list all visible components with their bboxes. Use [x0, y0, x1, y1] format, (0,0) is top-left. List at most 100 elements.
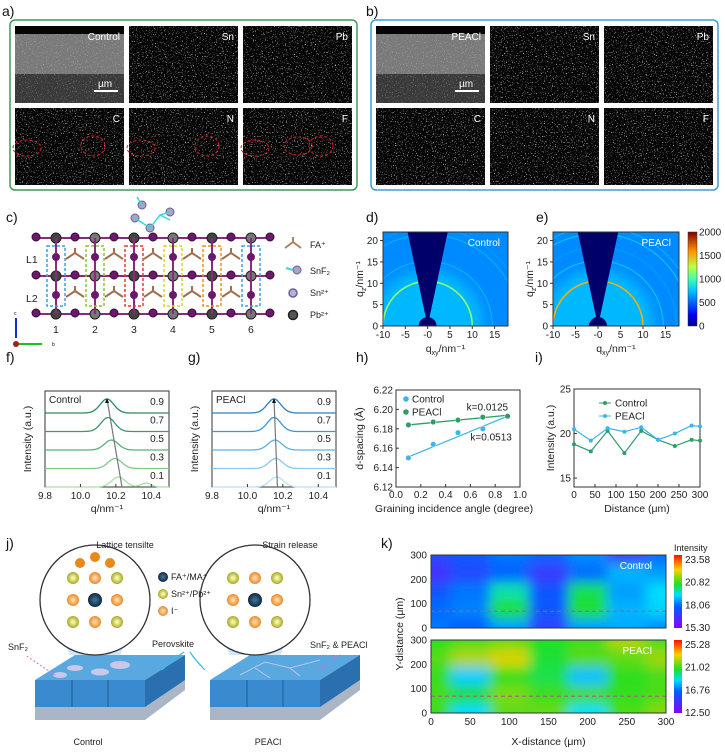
x-tick-label: -10 [376, 330, 391, 341]
x-axis-label: q/nm⁻¹ [91, 503, 124, 515]
legend-fa: FA⁺ [310, 240, 326, 250]
map-cell [489, 703, 529, 713]
snf2-molecule [75, 558, 85, 568]
map-cell [528, 555, 569, 565]
colorbar [674, 640, 682, 713]
angle-label: 0.5 [317, 434, 331, 445]
map-cell [607, 555, 647, 565]
x-tick-label: 9.8 [38, 491, 52, 502]
iodide-atom [226, 270, 236, 280]
arrow-icon [272, 398, 276, 403]
iodide-atom [109, 308, 119, 318]
lattice-ion [227, 616, 239, 628]
peak-curve-0.3 [212, 457, 336, 470]
x-axis-label: qxy/nm⁻¹ [426, 343, 466, 357]
map-cell [450, 649, 490, 668]
y-tick-label: 0 [542, 322, 548, 333]
map-cell [568, 703, 608, 713]
tile-label: N [227, 114, 234, 125]
map-cell [646, 600, 666, 619]
iodide-atom [265, 232, 275, 242]
lattice-ion [67, 616, 79, 628]
lattice-ion [271, 572, 283, 584]
map-cell [528, 667, 569, 686]
x-tick-label: -5 [401, 330, 410, 341]
layer-label-l2: L2 [26, 293, 38, 305]
data-point [605, 426, 610, 431]
d-spacing-chart: Control PEACl k=0.0125 k=0.0513 0.0 0.2 0.4 0.6… [353, 386, 533, 516]
snf2-aggregate [110, 661, 130, 669]
x-tick-label: 0 [571, 490, 577, 501]
panel-label-k: k) [381, 535, 393, 551]
x-tick-label: 50 [589, 490, 601, 501]
map-cell [607, 649, 647, 668]
column-box [85, 245, 105, 307]
snf2-aggregate [67, 665, 83, 671]
map-cell [431, 600, 451, 619]
x-tick-label: 0.0 [389, 490, 403, 501]
legend-label: FA⁺/MA⁺ [171, 572, 208, 582]
sample-label: PEACl [623, 646, 652, 657]
map-cell [607, 667, 647, 686]
x-tick-label: 10.0 [71, 491, 91, 502]
arrow-icon [105, 398, 109, 403]
map-cell [489, 618, 529, 628]
lattice-ion [271, 594, 283, 606]
panel-label-g: g) [188, 349, 200, 365]
colorbar-tick: 500 [699, 298, 716, 309]
map-cell [568, 667, 608, 686]
eds-tile-sn: Sn [129, 26, 238, 103]
lattice-ion [249, 616, 261, 628]
panel-a-frame [9, 19, 358, 191]
map-cell [489, 667, 529, 686]
iodide-atom [169, 291, 177, 299]
x-tick-label: -0 [594, 330, 603, 341]
giwaxs-peacl: PEACl -10 -5 -0 5 10 15 0 5 10 15 20 qxy/nm⁻¹ qz/nm⁻¹… [524, 228, 722, 358]
data-point [672, 431, 677, 436]
lattice-ion [271, 616, 283, 628]
y-axis-label: d-spacing (Å) [353, 407, 366, 469]
peak-curve-0.1 [212, 476, 336, 488]
map-cell [646, 685, 666, 704]
legend-sphere [158, 572, 168, 582]
axis-triad: c b [13, 311, 55, 348]
void-highlight [308, 135, 334, 157]
pl-mapping: Control 23.58 20.82 18.06 15.30 0 100 200 300 PEA… [394, 543, 710, 748]
panel-label-d: d) [366, 209, 378, 225]
lattice-ion [89, 572, 101, 584]
void-highlight [12, 139, 42, 157]
map-cell [607, 703, 647, 713]
giwaxs-control: Control -10 -5 -0 5 10 15 0 5 10 15 20 qxy/nm⁻¹ qz/nm… [354, 231, 509, 357]
y-tick-label: 0 [421, 709, 427, 720]
map-cell [431, 582, 451, 601]
x-tick-label: 250 [671, 490, 688, 501]
release-arrow [24, 654, 56, 676]
eds-tile-f: F [604, 108, 713, 185]
substrate [210, 675, 360, 720]
x-tick-label: 0.6 [463, 490, 477, 501]
x-tick-label: 50 [465, 717, 477, 728]
snf2-molecule [105, 558, 115, 568]
fa-molecule [104, 248, 124, 260]
x-tick-label: -5 [571, 330, 580, 341]
tile-label: Sn [583, 32, 595, 43]
iodide-atom [52, 253, 60, 261]
x-tick-label: 10.4 [142, 491, 162, 502]
pb-atom-icon [287, 309, 299, 321]
tile-label: Control [88, 32, 120, 43]
slope-label: k=0.0125 [467, 402, 509, 413]
column-box [241, 245, 261, 307]
column-number: 2 [92, 324, 98, 336]
iodide-atom [169, 253, 177, 261]
peak-shift-guide [273, 398, 279, 488]
peak-curve-0.3 [45, 457, 169, 470]
iodide-atom [52, 291, 60, 299]
iodide-atom [247, 253, 255, 261]
y-tick-label: 10 [537, 279, 549, 290]
iodide-atom [148, 232, 158, 242]
iodide-atom [187, 308, 197, 318]
y-tick-label: 300 [410, 636, 427, 647]
colorbar-tick: 16.76 [685, 685, 710, 696]
xrd-peaks-control: 0.9 0.7 0.5 0.3 0.1 Control 9.8 10.0 10.2 10.4 q/n… [22, 390, 170, 515]
legend-label: PEACl [615, 412, 644, 423]
